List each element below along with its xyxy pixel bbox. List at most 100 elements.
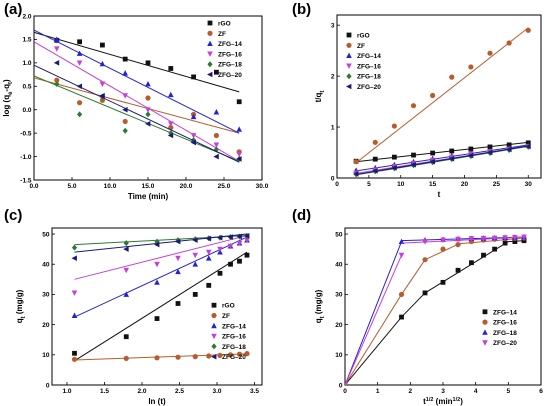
legend-label: ZFG–16	[222, 334, 246, 341]
fit-line	[74, 251, 248, 362]
data-point	[430, 92, 436, 99]
data-point	[525, 27, 531, 33]
data-point	[236, 99, 242, 105]
data-point	[372, 168, 378, 174]
y-tick-label: 0	[331, 175, 335, 182]
x-tick-label: 25	[493, 181, 501, 188]
x-tick-label: 10.0	[104, 183, 117, 190]
fit-line	[34, 29, 240, 134]
data-point	[236, 156, 242, 162]
data-point	[122, 118, 128, 125]
data-point	[145, 80, 151, 87]
data-point	[99, 92, 105, 99]
x-tick-label: 1.5	[100, 388, 109, 395]
data-point	[236, 233, 242, 240]
data-point	[123, 246, 129, 252]
legend-label: ZFG–16	[493, 320, 517, 327]
data-point	[398, 291, 405, 298]
data-point	[440, 237, 446, 244]
data-point	[123, 240, 129, 247]
data-point	[122, 70, 128, 76]
data-point	[145, 60, 151, 66]
x-tick-label: 6	[539, 388, 543, 395]
x-tick-label: 2	[409, 388, 413, 395]
y-tick-label: 20	[42, 322, 50, 329]
data-point	[100, 42, 105, 48]
data-point	[214, 69, 219, 75]
fit-line	[345, 254, 402, 385]
legend-marker	[211, 333, 217, 340]
data-point	[449, 148, 455, 154]
series-zfg-14	[345, 238, 527, 385]
fit-line	[356, 141, 529, 163]
data-point	[154, 261, 160, 268]
legend-label: ZF	[357, 43, 365, 50]
legend-marker	[482, 329, 488, 335]
data-point	[525, 143, 531, 150]
data-point	[99, 81, 106, 87]
data-point	[168, 91, 174, 98]
data-point	[167, 132, 174, 139]
y-tick-label: 1	[331, 124, 335, 131]
data-point	[192, 261, 199, 267]
legend-marker	[346, 83, 352, 90]
data-point	[236, 351, 243, 357]
data-point	[440, 246, 446, 252]
data-point	[391, 123, 397, 129]
y-tick-label: -0.5	[20, 130, 32, 137]
fit-line	[34, 31, 240, 93]
data-point	[411, 152, 416, 158]
data-point	[236, 240, 243, 247]
fit-line	[356, 145, 529, 176]
data-point	[345, 382, 348, 385]
x-tick-label: 15	[429, 181, 437, 188]
data-point	[227, 352, 234, 358]
y-tick-label: 0	[46, 382, 50, 389]
data-point	[449, 74, 455, 80]
data-point	[506, 146, 512, 153]
y-axis-title: qt (mg/g)	[314, 289, 326, 323]
legend-marker	[207, 61, 213, 68]
data-point	[372, 139, 378, 145]
data-point	[71, 290, 78, 296]
data-point	[122, 93, 128, 99]
legend-marker	[211, 322, 217, 329]
series-zf	[71, 351, 250, 362]
data-point	[217, 246, 223, 253]
data-point	[468, 64, 474, 70]
data-point	[521, 238, 527, 244]
data-point	[213, 132, 219, 139]
data-point	[410, 161, 416, 168]
y-tick-label: 20	[335, 322, 343, 329]
legend-item: ZFG–20	[211, 353, 246, 361]
legend-item: ZFG–18	[211, 343, 246, 351]
fit-line	[401, 259, 426, 295]
legend-item: rGO	[207, 21, 231, 28]
legend-label: ZFG–16	[357, 63, 381, 70]
y-tick-label: 1.0	[22, 60, 31, 67]
series-zf	[353, 27, 531, 165]
legend-label: ZFG–20	[222, 354, 246, 361]
data-point	[244, 351, 250, 357]
legend-label: ZF	[222, 313, 230, 320]
y-tick-label: 30	[335, 292, 343, 299]
panel-b: (b) 0 5 10 15 20 25 30 0 1 2 3 t t/qt rGO ZF ZFG–14 ZFG–1…	[292, 1, 542, 199]
data-point	[191, 74, 196, 80]
x-tick-label: 2.0	[137, 388, 146, 395]
data-point	[99, 60, 106, 67]
data-point	[53, 60, 60, 66]
legend-item: ZFG–16	[346, 63, 381, 70]
data-point	[227, 234, 233, 240]
data-point	[422, 257, 428, 263]
x-tick-label: 0	[343, 388, 347, 395]
legend-marker	[346, 32, 352, 38]
data-point	[353, 171, 359, 177]
legend-label: ZFG–18	[357, 74, 381, 81]
data-point	[206, 282, 212, 288]
panel-d: (d) 0 1 2 3 4 5 6 0 10 20 30 40 50 t1/2 (min1/2) qt (mg…	[292, 207, 543, 406]
legend-label: ZFG–14	[493, 309, 517, 316]
data-point	[123, 334, 129, 340]
data-point	[469, 260, 474, 266]
data-point	[448, 155, 455, 162]
data-point	[244, 237, 250, 244]
